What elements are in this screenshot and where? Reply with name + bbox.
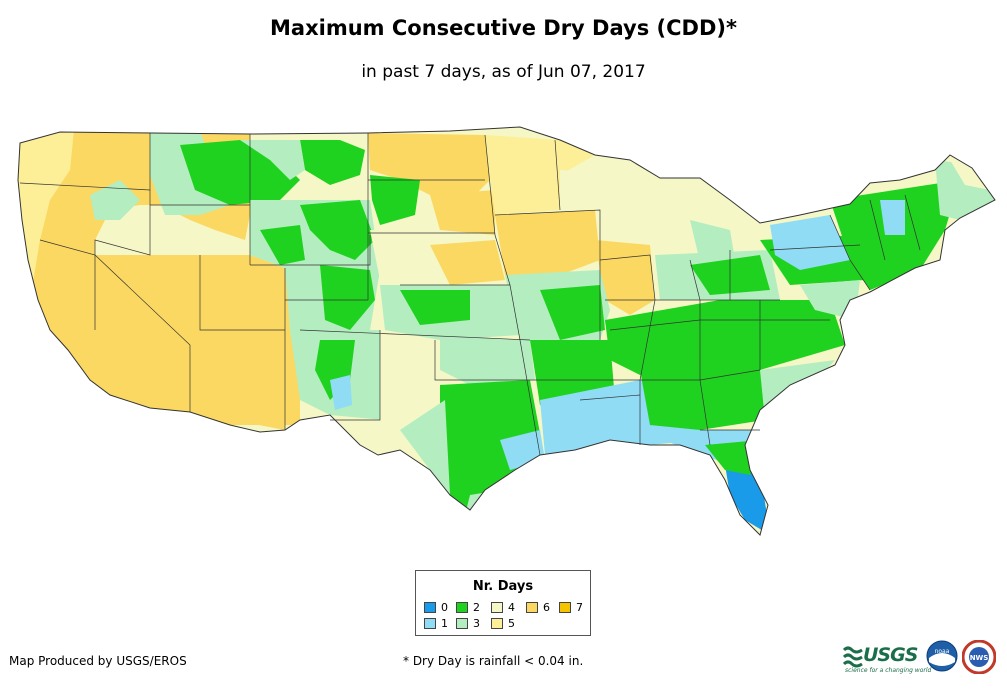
region-arkansas-2days [530, 340, 615, 405]
legend-item-0: 0 [424, 602, 448, 614]
legend-swatch [456, 618, 468, 629]
legend-item-2: 2 [456, 602, 480, 614]
dry-day-footnote: * Dry Day is rainfall < 0.04 in. [403, 654, 584, 668]
legend-label: 5 [508, 617, 515, 630]
region-dakotas-6days [368, 133, 490, 200]
region-ny-1day [770, 215, 850, 270]
region-montana-3days [240, 140, 305, 180]
region-oklahoma-3days [440, 335, 535, 385]
region-texas-3days [400, 400, 450, 495]
usgs-wordmark: USGS [863, 644, 918, 666]
legend-swatch [424, 618, 436, 629]
region-minnesota-5days [485, 135, 595, 215]
region-wyoming-2days [300, 200, 375, 260]
region-colorado-2days [320, 265, 375, 330]
region-dakotas-2days [370, 175, 420, 225]
legend-item-5: 5 [491, 618, 515, 630]
region-michigan-3days [690, 220, 735, 262]
legend-item-3: 3 [456, 618, 480, 630]
legend-swatch [526, 602, 538, 613]
legend-label: 7 [576, 601, 583, 614]
legend-swatch [559, 602, 571, 613]
legend-label: 0 [441, 601, 448, 614]
map-credit: Map Produced by USGS/EROS [9, 654, 187, 668]
region-idaho-patch-3days [90, 180, 140, 220]
region-missouri-2days [540, 285, 605, 340]
legend-label: 4 [508, 601, 515, 614]
usgs-waves-icon [843, 646, 863, 668]
legend-item-6: 6 [526, 602, 550, 614]
region-nm-east-4days [380, 330, 445, 430]
region-tennessee-2days [605, 300, 845, 375]
legend-item-1: 1 [424, 618, 448, 630]
region-maine-4days [950, 160, 990, 190]
legend-label: 6 [543, 601, 550, 614]
region-nebraska-6days [430, 240, 505, 285]
state-borders [19, 133, 921, 456]
legend-box: Nr. Days 0 1 2 3 4 5 6 7 [415, 570, 591, 636]
region-sd-6days [430, 190, 495, 235]
noaa-logo-icon: noaa [926, 640, 958, 672]
nws-logo-icon: NWS [962, 640, 996, 674]
legend-swatch [424, 602, 436, 613]
usgs-tagline: science for a changing world [845, 667, 932, 674]
map-title: Maximum Consecutive Dry Days (CDD)* [270, 16, 737, 40]
region-colorado-west-2days [260, 225, 305, 265]
legend-item-4: 4 [491, 602, 515, 614]
noaa-logo-text: noaa [935, 648, 950, 655]
region-newmexico-1day [330, 375, 352, 410]
map-subtitle: in past 7 days, as of Jun 07, 2017 [361, 62, 646, 82]
nws-logo-text: NWS [970, 654, 989, 662]
legend-swatch [491, 602, 503, 613]
region-southwest-6days [95, 255, 290, 430]
region-montana-east-2days [300, 140, 365, 185]
usgs-logo: USGS science for a changing world [843, 642, 931, 678]
region-kansas-2days [400, 290, 470, 325]
legend-item-7: 7 [559, 602, 583, 614]
legend-label: 1 [441, 617, 448, 630]
legend-label: 3 [473, 617, 480, 630]
region-iowa-6days [495, 210, 600, 275]
region-wisconsin-4days [560, 170, 655, 240]
legend-label: 2 [473, 601, 480, 614]
legend-swatch [491, 618, 503, 629]
region-southeast-coast-3days [760, 360, 835, 420]
legend-title: Nr. Days [472, 579, 534, 594]
region-vermont-1day [880, 200, 905, 235]
legend-swatch [456, 602, 468, 613]
us-dry-days-map [17, 126, 996, 536]
